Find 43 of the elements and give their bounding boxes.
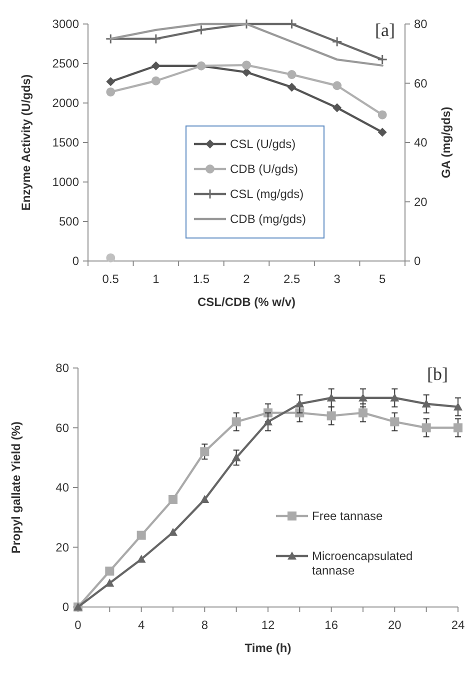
x-tick-label: 4 [138, 618, 145, 632]
y-tick-label: 20 [56, 540, 70, 554]
y2-tick-label: 60 [414, 76, 428, 90]
x-tick-label: 12 [261, 618, 275, 632]
x-tick-label: 8 [201, 618, 208, 632]
x-tick-label: 24 [451, 618, 465, 632]
y2-tick-label: 80 [414, 17, 428, 32]
y-tick-label: 1500 [52, 136, 80, 150]
x-tick-label: 2 [243, 272, 250, 286]
y2-tick-label: 20 [414, 194, 428, 209]
y-tick-label: 60 [56, 420, 70, 435]
annotation: [b] [427, 364, 448, 384]
y-tick-label: 1000 [52, 175, 80, 190]
x-tick-label: 20 [388, 618, 402, 632]
x-tick-label: 5 [379, 272, 386, 286]
x-tick-label: 2.5 [283, 272, 300, 286]
legend-label: Free tannase [312, 509, 384, 524]
x-tick-label: 1.5 [192, 272, 210, 286]
legend-label: CDB (mg/gds) [230, 212, 306, 226]
legend-label: CSL (U/gds) [230, 137, 296, 152]
x-tick-label: 0.5 [102, 272, 120, 286]
y-tick-label: 0 [72, 254, 80, 268]
y2-tick-label: 40 [414, 136, 428, 150]
y-tick-label: 80 [56, 361, 70, 376]
y-tick-label: 500 [58, 214, 80, 229]
y-tick-label: 2500 [52, 56, 80, 71]
legend-label: CDB (U/gds) [230, 162, 298, 176]
y-tick-label: 2000 [52, 96, 80, 110]
x-tick-label: 1 [152, 272, 160, 286]
x-tick-label: 3 [334, 272, 341, 286]
y2-tick-label: 0 [414, 254, 421, 268]
x-tick-label: 16 [324, 618, 338, 632]
legend-label: CSL (mg/gds) [230, 187, 304, 202]
legend-label: Microencapsulated tannase [312, 549, 413, 578]
x-axis-title: Time (h) [244, 641, 292, 655]
x-axis-title: CSL/CDB (% w/v) [197, 295, 296, 309]
y-axis-title: Propyl gallate Yield (%) [9, 421, 23, 554]
y-axis-title: Enzyme Activity (U/gds) [19, 74, 33, 211]
y2-axis-title: GA (mg/gds) [439, 106, 453, 178]
y-tick-label: 40 [56, 480, 70, 495]
annotation: [a] [375, 20, 395, 40]
y-tick-label: 0 [62, 600, 70, 614]
y-tick-label: 3000 [52, 17, 80, 32]
